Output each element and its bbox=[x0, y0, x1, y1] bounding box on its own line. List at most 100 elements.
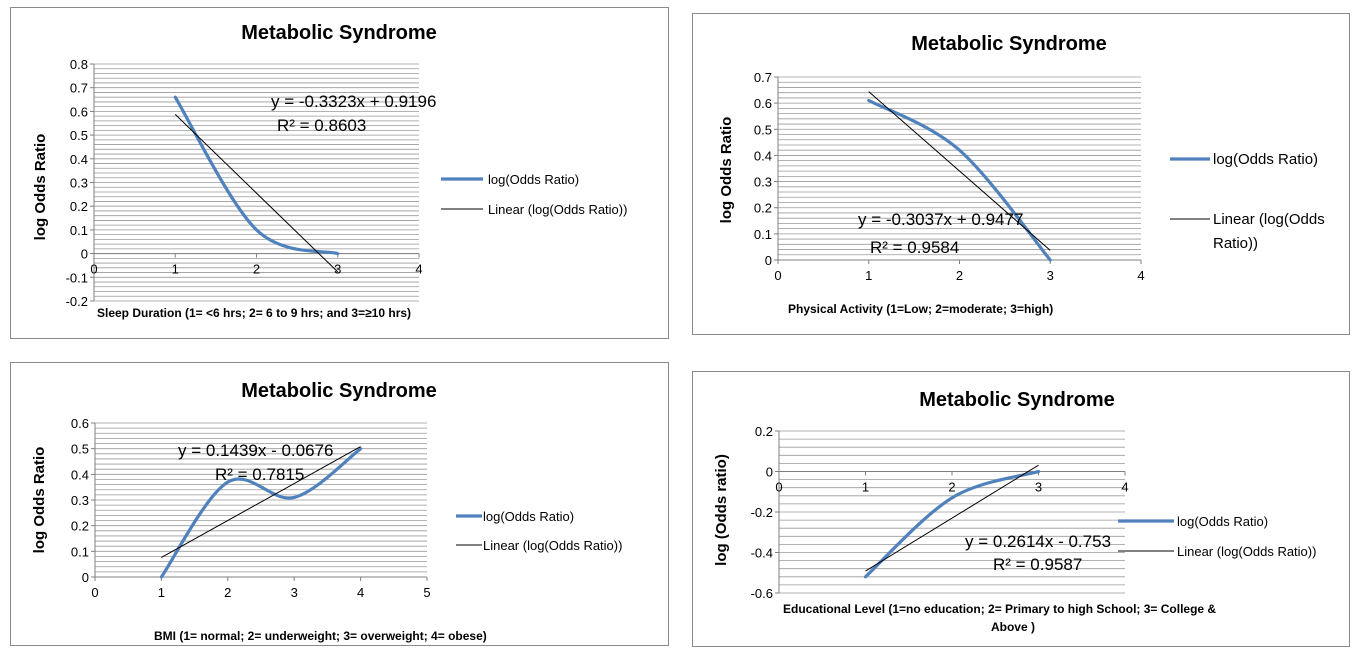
legend-label-log-odds-ratio: log(Odds Ratio) bbox=[1177, 514, 1268, 529]
gridlines bbox=[778, 76, 1141, 261]
chart-panel-physical-activity: Metabolic Syndrome 0 0.1 0.2 0.3 0.4 0.5 0.6 0.7… bbox=[692, 13, 1350, 335]
y-tick-label: 0.5 bbox=[754, 122, 772, 137]
chart-title: Metabolic Syndrome bbox=[241, 380, 437, 402]
x-tick-label: 2 bbox=[956, 268, 963, 283]
y-tick-label: -0.2 bbox=[751, 505, 773, 520]
x-tick-label: 4 bbox=[415, 262, 422, 277]
x-tick-label: 3 bbox=[1035, 480, 1042, 495]
y-axis-label: log Odds Ratio bbox=[32, 134, 49, 241]
chart-title: Metabolic Syndrome bbox=[911, 33, 1107, 55]
trend-equation: y = -0.3323x + 0.9196 bbox=[271, 92, 436, 111]
trendline-linear bbox=[174, 114, 339, 273]
x-tick-label: 0 bbox=[91, 585, 98, 600]
trend-r-squared: R² = 0.7815 bbox=[215, 465, 304, 484]
y-tick-label: 0.6 bbox=[71, 416, 89, 431]
y-tick-label: -0.2 bbox=[66, 294, 88, 309]
legend-label-linear: Linear (log(Odds Ratio)) bbox=[1177, 544, 1316, 559]
trendline-linear bbox=[865, 464, 1039, 572]
y-tick-label: 0.5 bbox=[71, 442, 89, 457]
x-tick-label: 1 bbox=[865, 268, 872, 283]
x-tick-label: 1 bbox=[862, 480, 869, 495]
chart-title: Metabolic Syndrome bbox=[241, 22, 437, 44]
chart-svg: Metabolic Syndrome 0 0.1 0.2 0.3 0.4 0.5 0.6 0 1 2… bbox=[31, 380, 622, 643]
y-tick-label: 0.1 bbox=[71, 544, 89, 559]
legend-label-line: Linear (log(Odds bbox=[1213, 211, 1325, 228]
x-tick-label: 3 bbox=[1047, 268, 1054, 283]
x-tick-label: 2 bbox=[224, 585, 231, 600]
trend-r-squared: R² = 0.9584 bbox=[870, 238, 959, 257]
chart-title: Metabolic Syndrome bbox=[919, 389, 1115, 411]
chart-svg: Metabolic Syndrome-0.2-0.100.10.20.30.40… bbox=[32, 22, 627, 320]
y-tick-label: 0.2 bbox=[70, 199, 88, 214]
y-tick-label: 0.6 bbox=[70, 104, 88, 119]
x-tick-label: 4 bbox=[1121, 480, 1128, 495]
y-tick-label: 0 bbox=[766, 465, 773, 480]
y-tick-label: 0.4 bbox=[70, 152, 88, 167]
x-tick-label: 3 bbox=[334, 262, 341, 277]
chart-panel-bmi: Metabolic Syndrome 0 0.1 0.2 0.3 0.4 0.5 0.6 0 1 2… bbox=[10, 362, 669, 646]
trendline-linear bbox=[868, 91, 1051, 251]
y-tick-label: 0.2 bbox=[755, 424, 773, 439]
series-line-log-odds-ratio bbox=[173, 95, 340, 256]
trend-r-squared: R² = 0.8603 bbox=[277, 116, 366, 135]
y-axis-label: log Odds Ratio bbox=[718, 117, 735, 224]
y-tick-label: 0 bbox=[81, 247, 88, 262]
y-tick-label: 0.1 bbox=[754, 227, 772, 242]
y-tick-label: -0.6 bbox=[751, 586, 773, 601]
y-tick-label: -0.4 bbox=[751, 546, 773, 561]
y-tick-label: 0.4 bbox=[754, 148, 772, 163]
x-tick-label: 2 bbox=[253, 262, 260, 277]
trend-r-squared: R² = 0.9587 bbox=[993, 555, 1082, 574]
y-tick-label: 0.7 bbox=[70, 81, 88, 96]
x-tick-label: 0 bbox=[774, 268, 781, 283]
y-tick-label: 0.4 bbox=[71, 467, 89, 482]
legend-label-log-odds-ratio: log(Odds Ratio) bbox=[488, 172, 579, 187]
x-tick-label: 2 bbox=[948, 480, 955, 495]
gridlines bbox=[95, 422, 427, 578]
x-tick-label: 4 bbox=[1137, 268, 1144, 283]
trend-equation: y = 0.1439x - 0.0676 bbox=[178, 441, 333, 460]
legend-label-linear: Linear (log(Odds Ratio)) bbox=[488, 202, 627, 217]
chart-panel-sleep-duration: Metabolic Syndrome -0.2 -0.1 0 0.1 0.2 0.3 0.4 0… bbox=[10, 7, 669, 339]
x-tick-label: 1 bbox=[158, 585, 165, 600]
legend-label-line: Ratio)) bbox=[1213, 235, 1258, 252]
y-tick-label: 0.1 bbox=[70, 223, 88, 238]
series-line-log-odds-ratio bbox=[863, 469, 1041, 579]
y-tick-label: 0.3 bbox=[754, 175, 772, 190]
x-tick-label: 0 bbox=[775, 480, 782, 495]
trendline-linear bbox=[161, 446, 361, 558]
y-tick-label: 0.6 bbox=[754, 96, 772, 111]
x-tick-label: 3 bbox=[291, 585, 298, 600]
y-axis-label: log Odds Ratio bbox=[31, 447, 48, 554]
legend-label-linear: Linear (log(Odds Ratio)) bbox=[483, 538, 622, 553]
y-tick-label: 0 bbox=[765, 253, 772, 268]
x-axis-label: Physical Activity (1=Low; 2=moderate; 3=… bbox=[788, 302, 1053, 316]
y-tick-label: 0.2 bbox=[71, 519, 89, 534]
y-axis-label: log (Odds ratio) bbox=[713, 454, 730, 566]
y-tick-label: 0.2 bbox=[754, 201, 772, 216]
legend-label-linear: Linear (log(Odds Ratio)) bbox=[1213, 211, 1325, 252]
y-tick-label: 0.8 bbox=[70, 57, 88, 72]
y-tick-label: -0.1 bbox=[66, 270, 88, 285]
x-tick-label: 4 bbox=[357, 585, 364, 600]
y-tick-label: 0.5 bbox=[70, 128, 88, 143]
legend-label-log-odds-ratio: log(Odds Ratio) bbox=[483, 509, 574, 524]
x-tick-label: 0 bbox=[90, 262, 97, 277]
y-tick-label: 0.3 bbox=[70, 176, 88, 191]
trend-equation: y = 0.2614x - 0.753 bbox=[965, 532, 1111, 551]
trend-equation: y = -0.3037x + 0.9477 bbox=[858, 210, 1023, 229]
x-axis-label: Educational Level (1=no education; 2= Pr… bbox=[783, 602, 1216, 616]
chart-svg: Metabolic Syndrome-0.6-0.4-0.200.20 1 2 3 4E… bbox=[713, 389, 1316, 634]
y-tick-label: 0.7 bbox=[754, 70, 772, 85]
x-tick-label: 1 bbox=[172, 262, 179, 277]
legend-label-log-odds-ratio: log(Odds Ratio) bbox=[1213, 151, 1318, 168]
series-line-log-odds-ratio bbox=[159, 447, 363, 579]
x-tick-label: 5 bbox=[423, 585, 430, 600]
y-tick-label: 0 bbox=[82, 570, 89, 585]
chart-panel-educational-level: Metabolic Syndrome -0.6 -0.4 -0.2 0 0.2 0 1 2 3 4 E… bbox=[692, 371, 1350, 647]
x-axis-label-line2: Above ) bbox=[991, 620, 1035, 634]
x-axis-label: Sleep Duration (1= <6 hrs; 2= 6 to 9 hrs… bbox=[97, 306, 411, 320]
gridlines bbox=[94, 63, 419, 302]
y-tick-label: 0.3 bbox=[71, 493, 89, 508]
gridlines bbox=[779, 430, 1125, 594]
